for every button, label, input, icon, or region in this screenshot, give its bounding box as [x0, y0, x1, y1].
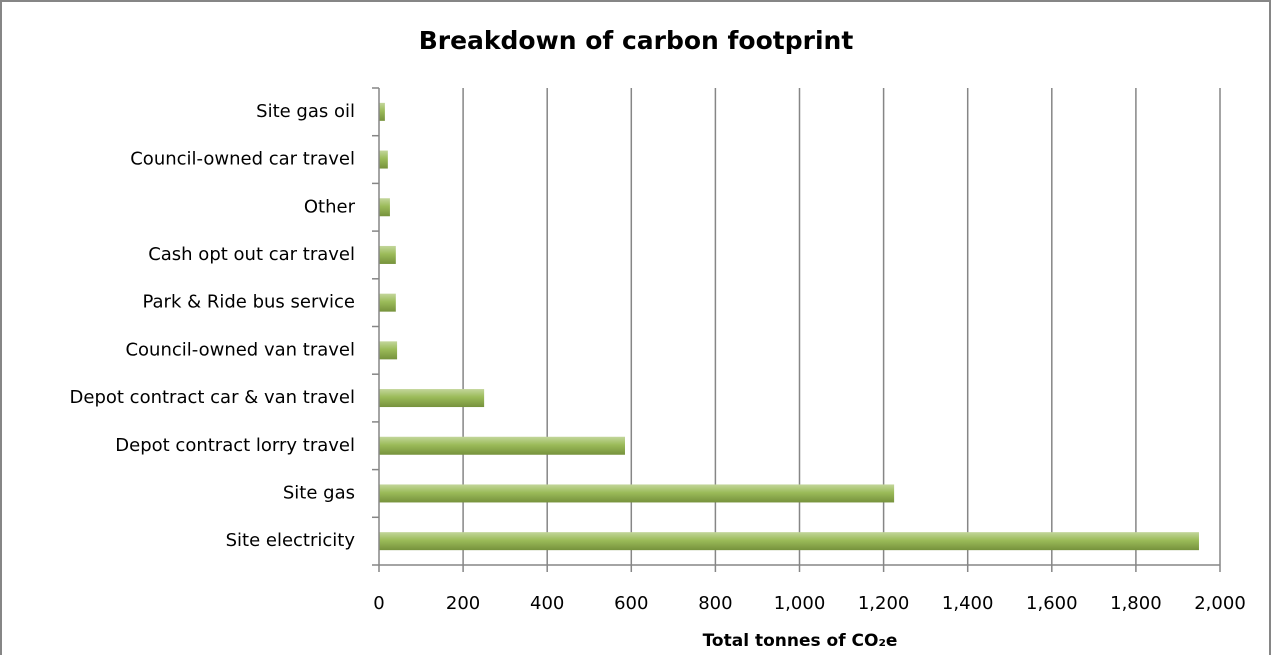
x-tick-label: 1,800 — [1110, 593, 1162, 614]
y-tick-label: Site gas oil — [256, 101, 355, 122]
y-tick-label: Park & Ride bus service — [142, 292, 355, 313]
x-tick-label: 600 — [614, 593, 648, 614]
bar — [379, 341, 398, 360]
y-tick-label: Council-owned van travel — [125, 339, 355, 360]
y-tick-label: Depot contract car & van travel — [70, 387, 355, 408]
bar — [379, 389, 485, 408]
x-tick-label: 400 — [530, 593, 564, 614]
x-tick-label: 1,000 — [774, 593, 826, 614]
bar — [379, 150, 388, 169]
bar — [379, 532, 1199, 551]
bar — [379, 436, 625, 455]
y-tick-label: Site gas — [283, 482, 355, 503]
x-axis-label: Total tonnes of CO₂e — [703, 631, 898, 651]
y-tick-label: Site electricity — [226, 530, 356, 551]
bar — [379, 484, 895, 503]
bar — [379, 293, 396, 312]
y-tick-label: Cash opt out car travel — [148, 244, 355, 265]
x-tick-label: 0 — [373, 593, 384, 614]
x-tick-label: 800 — [698, 593, 732, 614]
x-tick-label: 1,400 — [942, 593, 994, 614]
y-tick-label: Depot contract lorry travel — [115, 435, 355, 456]
bar — [379, 245, 396, 264]
y-tick-label: Other — [304, 196, 356, 217]
x-tick-label: 200 — [446, 593, 480, 614]
x-tick-label: 1,200 — [858, 593, 910, 614]
x-tick-label: 1,600 — [1026, 593, 1078, 614]
x-tick-label: 2,000 — [1194, 593, 1246, 614]
bar — [379, 198, 390, 217]
y-tick-label: Council-owned car travel — [130, 149, 355, 170]
chart-title: Breakdown of carbon footprint — [419, 26, 854, 55]
bar — [379, 102, 385, 121]
